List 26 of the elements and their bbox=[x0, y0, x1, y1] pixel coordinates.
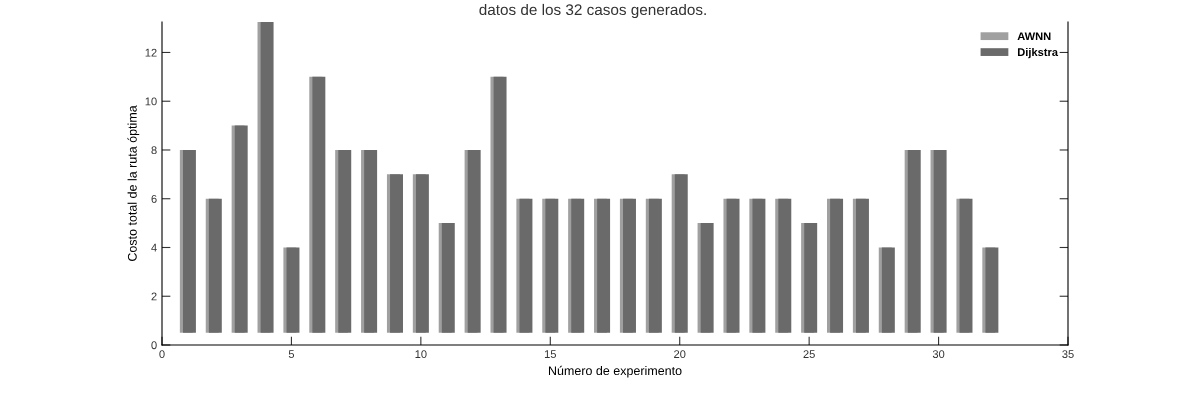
y-tick-label: 8 bbox=[151, 146, 157, 155]
bar bbox=[364, 149, 378, 333]
legend-label: Dijkstra bbox=[1017, 47, 1059, 59]
bar bbox=[623, 198, 636, 333]
y-axis-title: Costo total de la ruta óptima bbox=[127, 105, 140, 262]
bar bbox=[597, 198, 611, 333]
y-tick-label: 4 bbox=[151, 243, 157, 252]
x-axis-title: Número de experimento bbox=[548, 365, 682, 378]
chart-title: datos de los 32 casos generados. bbox=[479, 3, 706, 19]
x-tick-label: 5 bbox=[288, 350, 295, 359]
y-tick-label: 10 bbox=[145, 97, 157, 106]
x-tick-label: 15 bbox=[544, 350, 556, 359]
bar bbox=[830, 198, 844, 333]
legend-label: AWNN bbox=[1017, 32, 1051, 41]
y-tick-label: 6 bbox=[151, 195, 157, 203]
bar bbox=[390, 174, 403, 333]
x-tick-label: 30 bbox=[932, 350, 945, 359]
x-tick-label: 20 bbox=[674, 350, 686, 359]
x-tick-label: 25 bbox=[803, 350, 815, 359]
x-tick-label: 35 bbox=[1062, 350, 1074, 359]
x-tick-label: 0 bbox=[159, 350, 165, 359]
y-tick-label: 2 bbox=[151, 292, 157, 301]
y-tick-label: 12 bbox=[145, 48, 157, 57]
y-tick-label: 0 bbox=[151, 341, 157, 350]
bar bbox=[856, 198, 869, 333]
x-tick-label: 10 bbox=[415, 350, 427, 359]
